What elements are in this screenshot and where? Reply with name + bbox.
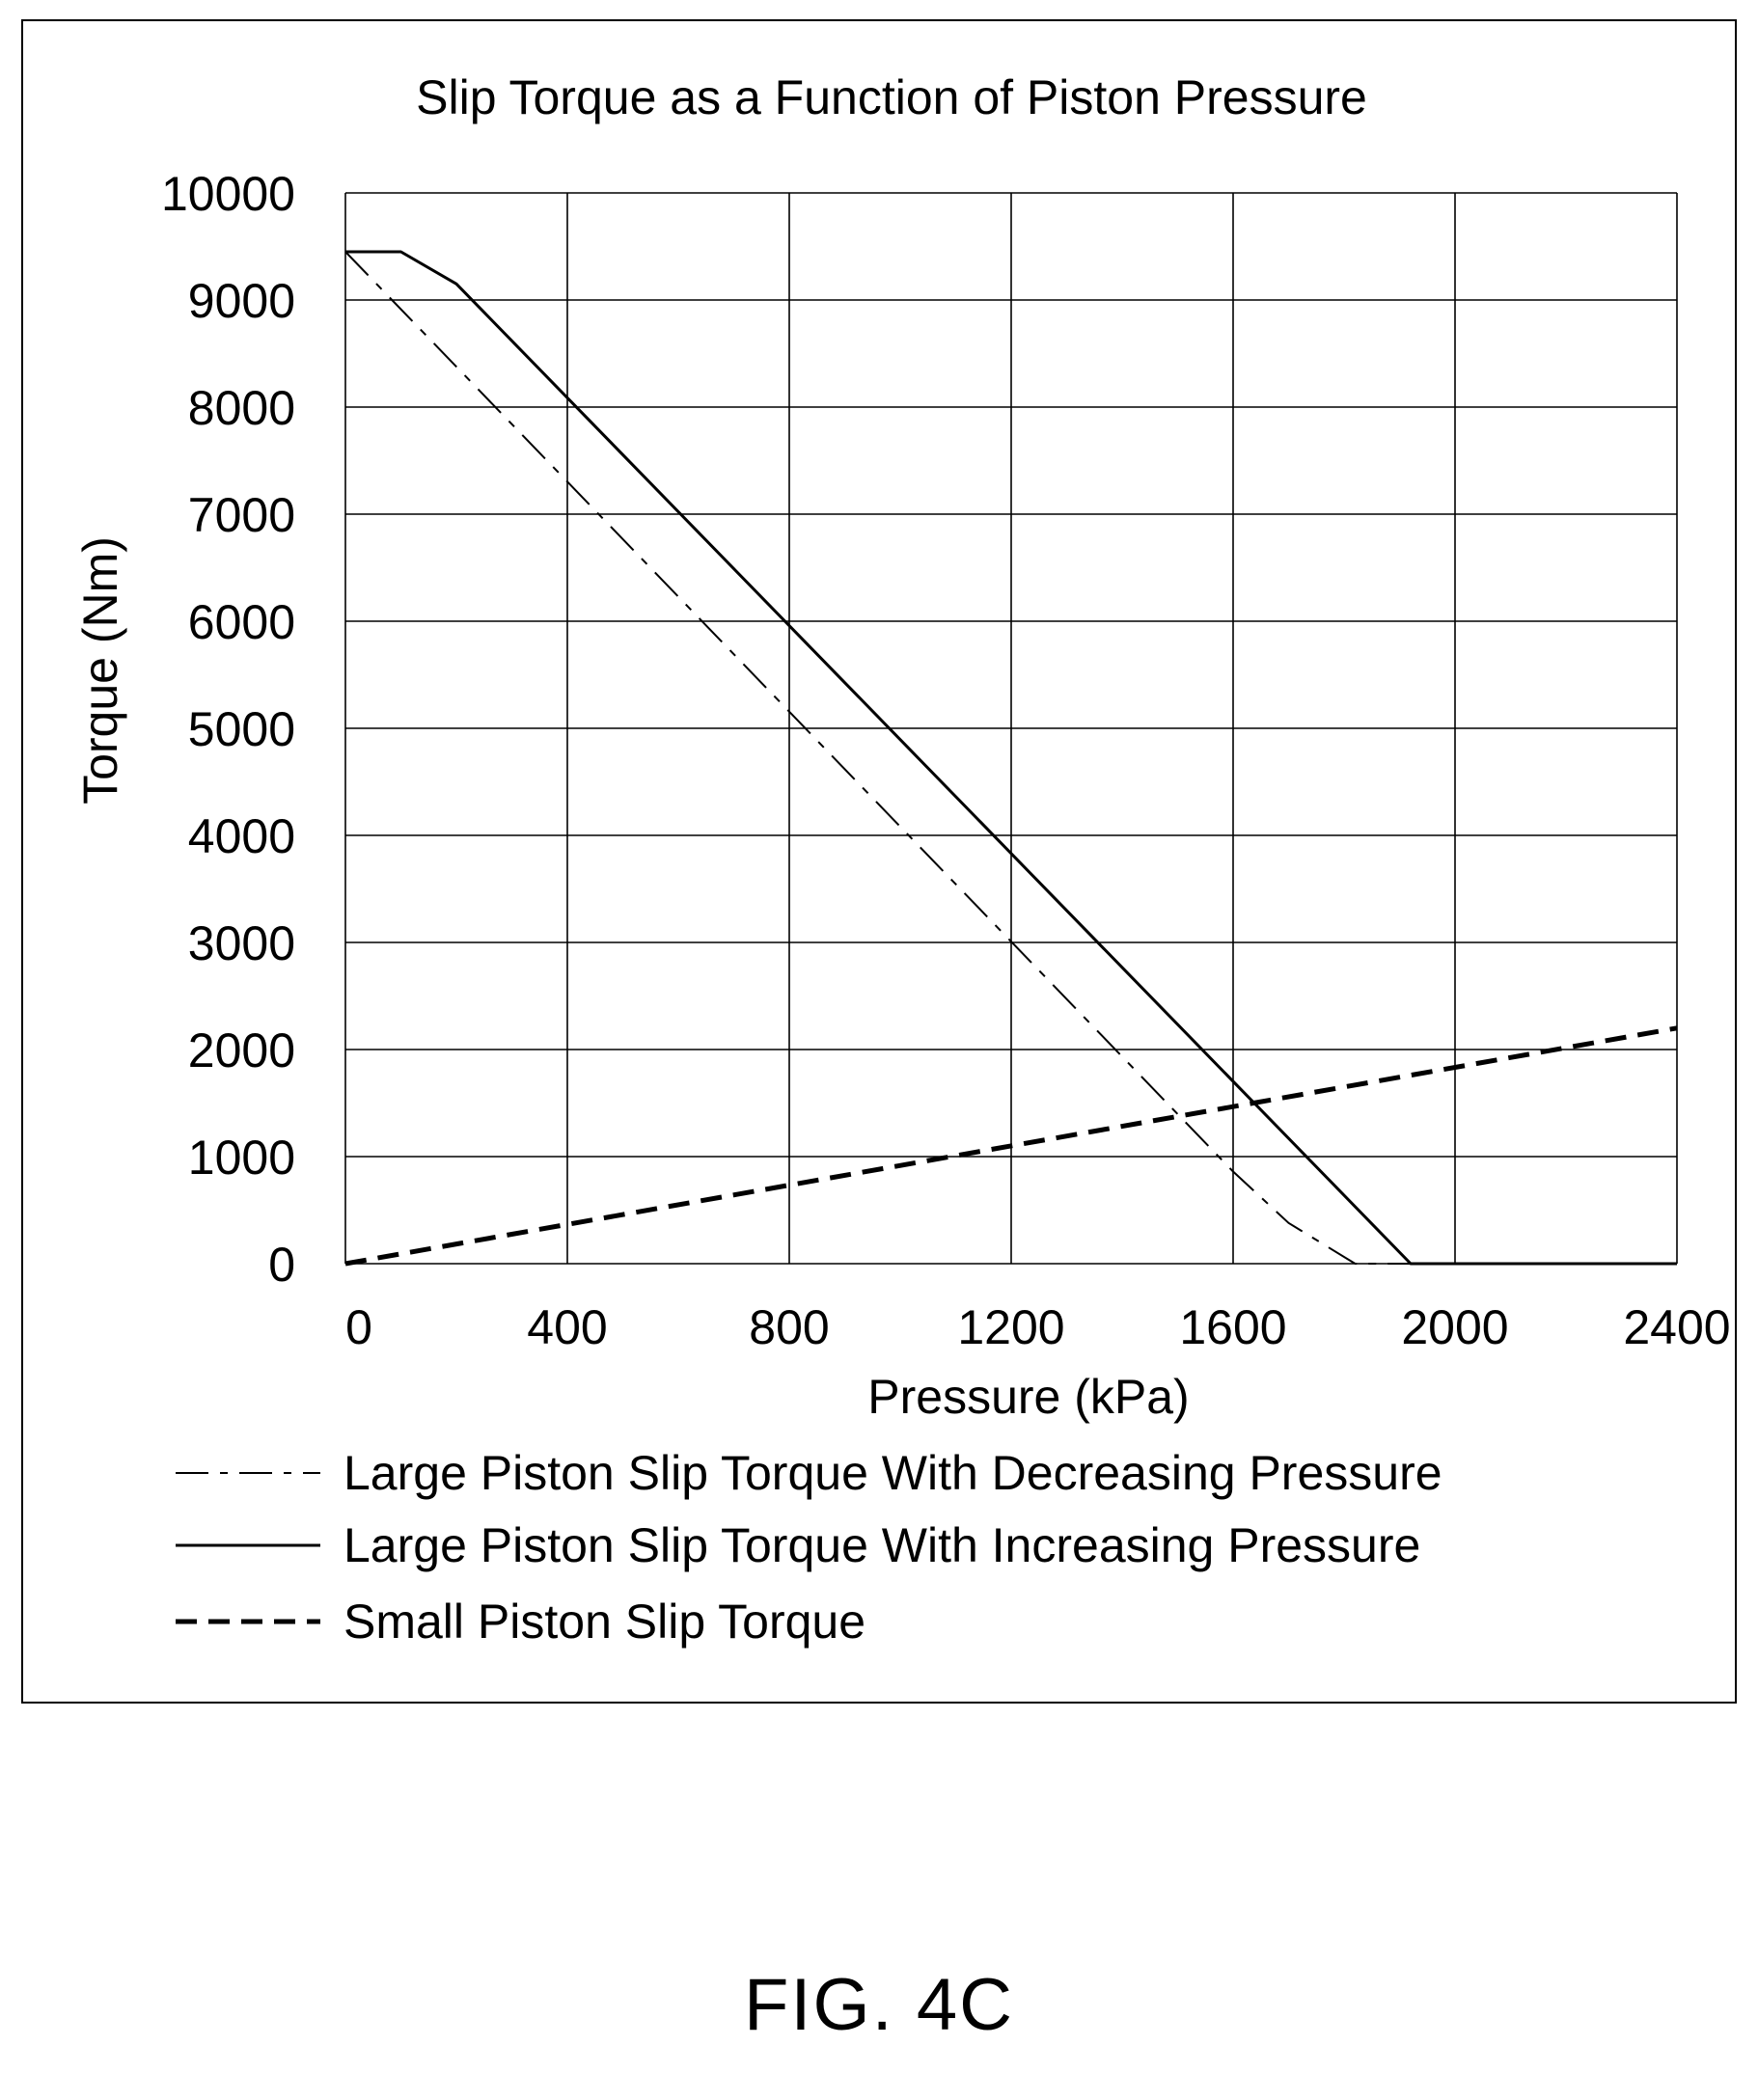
series-line-1 bbox=[345, 250, 1677, 1266]
y-tick-label: 10000 bbox=[161, 167, 295, 221]
y-tick-label: 2000 bbox=[188, 1023, 295, 1077]
chart-frame bbox=[21, 19, 1737, 1704]
legend: Large Piston Slip Torque With Decreasing… bbox=[176, 1446, 1442, 1649]
series-line-2 bbox=[344, 1025, 1678, 1267]
y-tick-label: 0 bbox=[268, 1238, 295, 1292]
x-tick-label: 400 bbox=[527, 1300, 607, 1354]
y-tick-label: 8000 bbox=[188, 381, 295, 435]
x-tick-label: 2000 bbox=[1401, 1300, 1508, 1354]
x-axis-label: Pressure (kPa) bbox=[867, 1370, 1189, 1424]
y-tick-label: 4000 bbox=[188, 809, 295, 863]
y-tick-label: 9000 bbox=[188, 274, 295, 328]
series-lines bbox=[344, 250, 1678, 1267]
x-tick-label: 0 bbox=[345, 1300, 372, 1354]
legend-label-2: Small Piston Slip Torque bbox=[343, 1595, 865, 1649]
x-tick-label: 2400 bbox=[1623, 1300, 1730, 1354]
grid bbox=[344, 192, 1678, 1265]
x-tick-label: 1200 bbox=[957, 1300, 1064, 1354]
y-tick-label: 1000 bbox=[188, 1131, 295, 1185]
y-tick-label: 6000 bbox=[188, 595, 295, 649]
y-tick-labels: 0 1000 2000 3000 4000 5000 6000 7000 8000 9000 100… bbox=[161, 167, 295, 1292]
y-tick-label: 7000 bbox=[188, 488, 295, 542]
y-tick-label: 5000 bbox=[188, 702, 295, 756]
y-axis-label: Torque (Nm) bbox=[73, 536, 127, 805]
legend-label-1: Large Piston Slip Torque With Increasing… bbox=[343, 1518, 1420, 1572]
chart-title: Slip Torque as a Function of Piston Pres… bbox=[416, 70, 1367, 124]
x-tick-label: 1600 bbox=[1179, 1300, 1286, 1354]
x-tick-label: 800 bbox=[749, 1300, 829, 1354]
y-tick-label: 3000 bbox=[188, 916, 295, 970]
figure-label: FIG. 4C bbox=[743, 1964, 1015, 2046]
x-tick-labels: 0 400 800 1200 1600 2000 2400 bbox=[345, 1300, 1731, 1354]
legend-label-0: Large Piston Slip Torque With Decreasing… bbox=[343, 1446, 1442, 1500]
